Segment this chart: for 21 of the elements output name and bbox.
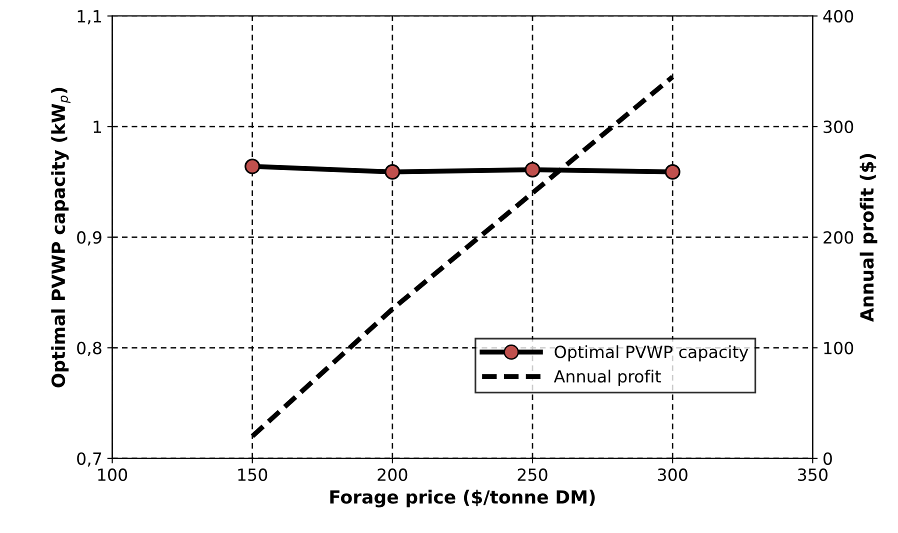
x-tick-label: 300 [658, 468, 688, 482]
legend-label: Optimal PVWP capacity [554, 345, 748, 362]
x-tick-label: 150 [238, 468, 268, 482]
y-tick-label: 0,8 [77, 342, 102, 356]
y-axis-title: Optimal PVWP capacity (kW$_{p}$) [51, 88, 70, 388]
y2-axis-title: Annual profit ($) [860, 154, 878, 322]
legend-label: Annual profit [554, 370, 661, 386]
y2-tick-label: 100 [824, 342, 854, 354]
y2-tick-label: 0 [824, 452, 832, 465]
x-axis-title: Forage price ($/tonne DM) [330, 490, 595, 508]
y-tick-label: 0,9 [77, 231, 102, 246]
y-tick-label: 0,7 [77, 452, 102, 467]
y2-tick-label: 300 [824, 120, 854, 134]
x-tick-label: 350 [798, 468, 828, 482]
x-tick-label: 250 [518, 468, 548, 482]
y-tick-label: 1 [94, 120, 101, 133]
y2-tick-label: 400 [823, 10, 854, 23]
y2-tick-label: 200 [824, 231, 854, 244]
x-tick-label: 100 [98, 468, 128, 482]
y-tick-label: 1,1 [78, 10, 101, 24]
x-tick-label: 200 [378, 468, 408, 482]
